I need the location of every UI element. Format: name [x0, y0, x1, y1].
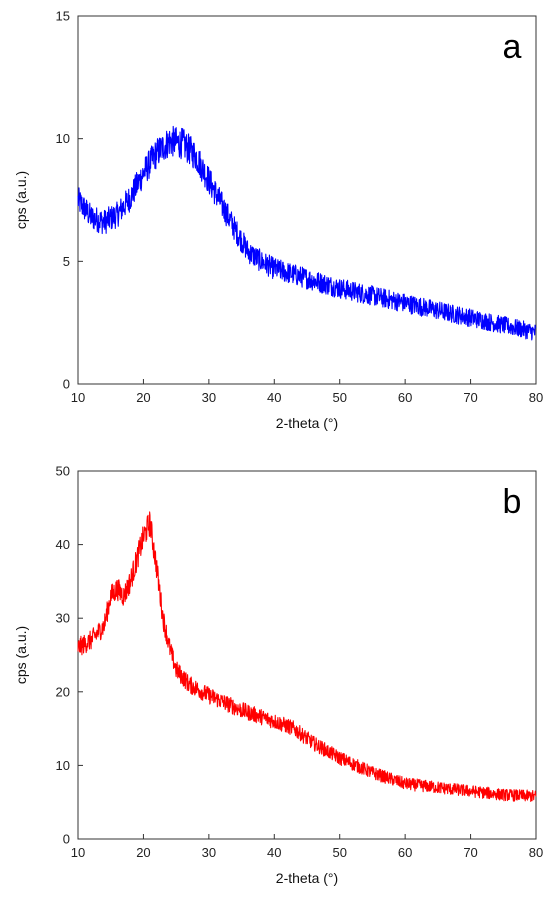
y-axis: 0 5 10 15 — [56, 9, 83, 392]
series-line — [77, 511, 537, 802]
x-axis-title: 2-theta (°) — [276, 870, 338, 886]
series-line — [77, 125, 537, 341]
x-tick-label: 60 — [398, 845, 412, 860]
chart-panel-a: 10 20 30 40 50 60 70 80 0 5 10 15 2-theta (°) cps … — [13, 9, 543, 432]
plot-frame — [77, 470, 537, 840]
panel-label: b — [503, 483, 522, 521]
x-tick-label: 50 — [332, 845, 346, 860]
x-tick-label: 10 — [71, 390, 85, 405]
y-tick-label: 30 — [56, 611, 70, 626]
y-tick-label: 50 — [56, 464, 70, 479]
panel-label: a — [503, 28, 522, 66]
x-tick-label: 80 — [529, 390, 543, 405]
x-tick-label: 80 — [529, 845, 543, 860]
x-axis: 10 20 30 40 50 60 70 80 — [71, 834, 543, 860]
y-tick-label: 0 — [63, 377, 70, 392]
x-tick-label: 50 — [332, 390, 346, 405]
x-tick-label: 40 — [267, 845, 281, 860]
y-axis: 0 10 20 30 40 50 — [56, 464, 83, 847]
y-axis-title: cps (a.u.) — [13, 171, 29, 229]
y-tick-label: 5 — [63, 254, 70, 269]
y-tick-label: 10 — [56, 758, 70, 773]
y-tick-label: 15 — [56, 9, 70, 24]
y-tick-label: 20 — [56, 684, 70, 699]
x-tick-label: 70 — [463, 845, 477, 860]
y-tick-label: 10 — [56, 131, 70, 146]
x-tick-label: 20 — [136, 390, 150, 405]
x-tick-label: 30 — [202, 845, 216, 860]
x-tick-label: 40 — [267, 390, 281, 405]
y-tick-label: 0 — [63, 832, 70, 847]
plot-frame — [77, 15, 537, 385]
x-tick-label: 10 — [71, 845, 85, 860]
x-tick-label: 20 — [136, 845, 150, 860]
y-tick-label: 40 — [56, 537, 70, 552]
x-axis: 10 20 30 40 50 60 70 80 — [71, 379, 543, 405]
x-tick-label: 30 — [202, 390, 216, 405]
x-tick-label: 60 — [398, 390, 412, 405]
y-axis-title: cps (a.u.) — [13, 626, 29, 684]
x-tick-label: 70 — [463, 390, 477, 405]
x-axis-title: 2-theta (°) — [276, 415, 338, 431]
